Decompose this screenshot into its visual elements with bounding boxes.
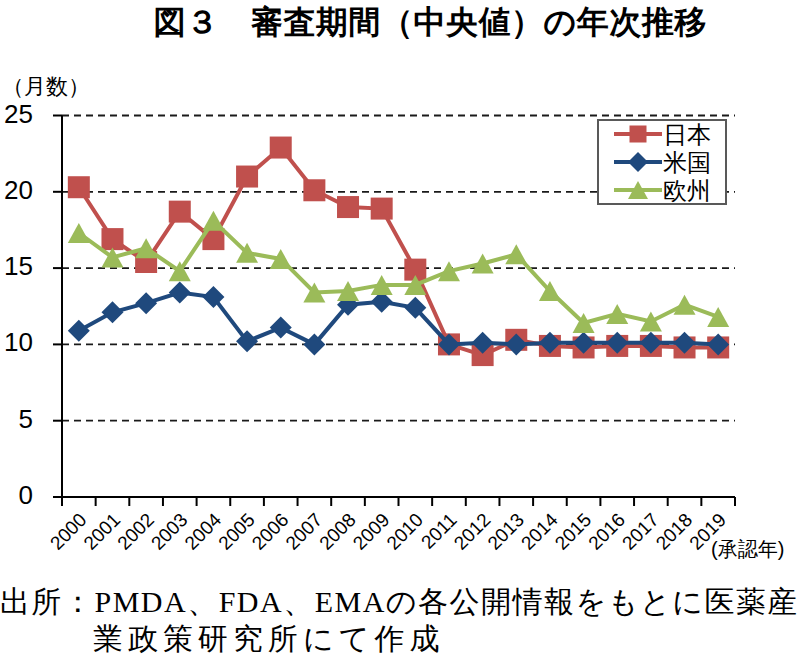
square-marker <box>303 179 325 201</box>
square-marker <box>169 201 191 223</box>
x-tick-label: 2008 <box>315 509 360 554</box>
triangle-marker <box>674 295 696 315</box>
square-marker <box>270 137 292 159</box>
y-tick-label: 20 <box>4 175 33 205</box>
line-chart: 0510152025200020012002200320042005200620… <box>0 0 800 580</box>
chart-legend: 日本米国欧州 <box>597 119 727 205</box>
legend-label: 米国 <box>663 150 711 175</box>
x-tick-label: 2014 <box>517 509 562 554</box>
x-tick-label: 2005 <box>214 509 259 554</box>
x-tick-label: 2013 <box>483 509 528 554</box>
x-tick-label: 2015 <box>551 509 596 554</box>
x-axis-unit-label: (承認年) <box>711 536 784 563</box>
x-tick-label: 2017 <box>618 509 663 554</box>
x-tick-label: 2003 <box>147 509 192 554</box>
legend-item: 日本 <box>613 122 725 147</box>
x-tick-label: 2001 <box>80 509 125 554</box>
square-icon <box>630 126 647 143</box>
diamond-marker <box>270 317 292 339</box>
x-tick-label: 2010 <box>382 509 427 554</box>
x-tick-label: 2000 <box>46 509 91 554</box>
x-tick-label: 2004 <box>181 509 226 554</box>
square-marker <box>101 228 123 250</box>
legend-marker-triangle <box>613 178 663 202</box>
x-tick-label: 2011 <box>417 509 461 553</box>
triangle-marker <box>505 244 527 264</box>
legend-label: 日本 <box>663 122 711 147</box>
x-tick-label: 2006 <box>248 509 293 554</box>
y-tick-label: 10 <box>4 327 33 357</box>
x-tick-label: 2007 <box>281 509 326 554</box>
x-tick-label: 2002 <box>113 509 158 554</box>
triangle-marker <box>707 307 729 327</box>
x-tick-label: 2016 <box>584 509 629 554</box>
legend-marker-diamond <box>613 150 663 174</box>
y-tick-label: 5 <box>19 404 33 434</box>
diamond-marker <box>68 320 90 342</box>
figure-page: 図３ 審査期間（中央値）の年次推移 （月数） 05101520252000200… <box>0 0 800 664</box>
square-marker <box>68 176 90 198</box>
legend-label: 欧州 <box>663 178 711 203</box>
legend-item: 欧州 <box>613 178 725 203</box>
x-tick-label: 2009 <box>349 509 394 554</box>
square-marker <box>236 166 258 188</box>
y-tick-label: 15 <box>4 251 33 281</box>
legend-item: 米国 <box>613 150 725 175</box>
square-marker <box>371 198 393 220</box>
x-tick-label: 2012 <box>450 509 495 554</box>
y-tick-label: 0 <box>19 480 33 510</box>
diamond-icon <box>628 152 648 172</box>
diamond-marker <box>135 292 157 314</box>
source-note: 出所：PMDA、FDA、EMAの各公開情報をもとに医薬産 業政策研究所にて作成 <box>0 583 799 657</box>
square-marker <box>337 196 359 218</box>
legend-marker-square <box>613 122 663 146</box>
diamond-marker <box>101 301 123 323</box>
diamond-marker <box>169 282 191 304</box>
triangle-marker <box>68 223 90 243</box>
y-tick-label: 25 <box>4 99 33 129</box>
source-line-2: 業政策研究所にて作成 <box>93 620 799 657</box>
source-line-1: 出所：PMDA、FDA、EMAの各公開情報をもとに医薬産 <box>0 583 799 620</box>
x-tick-label: 2018 <box>652 509 697 554</box>
